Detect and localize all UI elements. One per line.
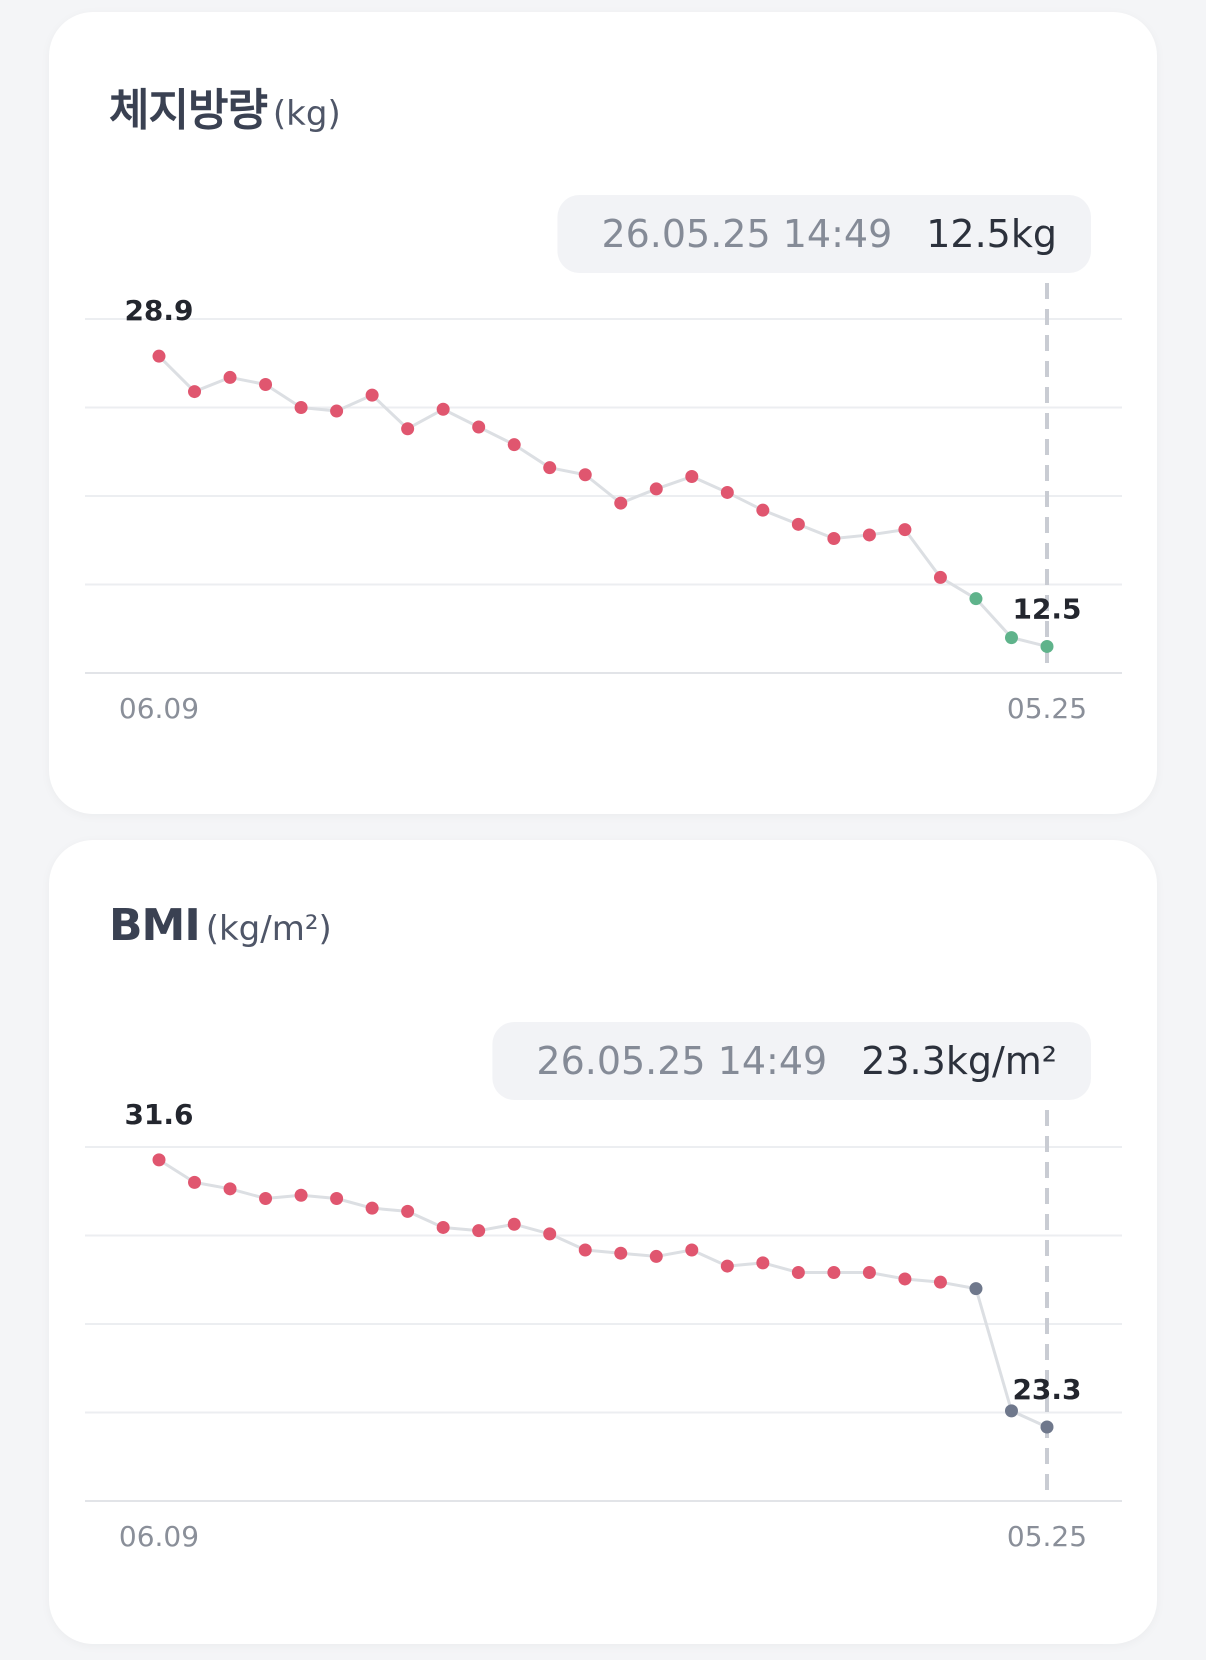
data-point[interactable]	[259, 1191, 273, 1205]
data-point[interactable]	[791, 517, 805, 531]
data-point[interactable]	[507, 438, 521, 452]
data-point[interactable]	[1040, 1420, 1054, 1434]
value-label: 28.9	[124, 294, 193, 327]
tooltip-datetime: 26.05.25 14:49	[601, 212, 892, 256]
tooltip-datetime: 26.05.25 14:49	[536, 1039, 827, 1083]
x-tick-label: 05.25	[1007, 692, 1087, 725]
data-point[interactable]	[756, 1256, 770, 1270]
data-point[interactable]	[152, 349, 166, 363]
data-point[interactable]	[578, 1243, 592, 1257]
data-point[interactable]	[685, 470, 699, 484]
data-point[interactable]	[862, 1266, 876, 1280]
data-point[interactable]	[188, 385, 202, 399]
data-point[interactable]	[685, 1243, 699, 1257]
card-title: BMI (kg/m²)	[109, 900, 332, 951]
body-fat-chart[interactable]: 28.9 12.5 06.09 05.25 12.5kg 26.05.25 14:49	[49, 12, 1157, 814]
data-point[interactable]	[472, 1224, 486, 1238]
data-point[interactable]	[330, 1191, 344, 1205]
data-point[interactable]	[259, 377, 273, 391]
data-point[interactable]	[898, 1272, 912, 1286]
tooltip-value: 12.5kg	[926, 212, 1057, 256]
data-point[interactable]	[720, 485, 734, 499]
data-point[interactable]	[365, 388, 379, 402]
data-point[interactable]	[862, 528, 876, 542]
data-point[interactable]	[188, 1175, 202, 1189]
data-point[interactable]	[969, 592, 983, 606]
data-point[interactable]	[223, 1182, 237, 1196]
data-point[interactable]	[720, 1259, 734, 1273]
data-point[interactable]	[223, 370, 237, 384]
data-point[interactable]	[969, 1282, 983, 1296]
value-label: 31.6	[124, 1098, 193, 1131]
data-point[interactable]	[827, 1266, 841, 1280]
data-point[interactable]	[756, 503, 770, 517]
data-point[interactable]	[365, 1201, 379, 1215]
value-label: 23.3	[1012, 1373, 1081, 1406]
data-point[interactable]	[543, 461, 557, 475]
data-point[interactable]	[294, 401, 308, 414]
x-tick-label: 05.25	[1007, 1520, 1087, 1553]
x-tick-label: 06.09	[119, 692, 199, 725]
data-point[interactable]	[649, 1249, 663, 1263]
tooltip: 12.5kg 26.05.25 14:49	[557, 195, 1091, 273]
data-point[interactable]	[294, 1188, 308, 1202]
series-line	[158, 1158, 1048, 1429]
card-title: 체지방량 (kg)	[109, 74, 341, 138]
data-point[interactable]	[472, 420, 486, 434]
chart-title: BMI	[109, 900, 201, 951]
bmi-chart[interactable]: 31.6 23.3 06.09 05.25 23.3kg/m² 26.05.25 14:4…	[49, 840, 1157, 1644]
data-point[interactable]	[152, 1153, 166, 1167]
data-point[interactable]	[614, 1246, 628, 1260]
data-point[interactable]	[791, 1266, 805, 1280]
data-point[interactable]	[614, 496, 628, 510]
data-point[interactable]	[933, 570, 947, 584]
data-point[interactable]	[401, 422, 415, 436]
data-point[interactable]	[933, 1275, 947, 1289]
data-point[interactable]	[507, 1217, 521, 1231]
data-point[interactable]	[436, 1220, 450, 1234]
value-label: 12.5	[1012, 592, 1081, 625]
data-point[interactable]	[827, 531, 841, 545]
chart-unit: (kg)	[272, 94, 341, 134]
tooltip-background	[492, 1022, 1091, 1100]
x-tick-label: 06.09	[119, 1520, 199, 1553]
data-point[interactable]	[543, 1227, 557, 1241]
tooltip-value: 23.3kg/m²	[861, 1039, 1057, 1083]
data-point[interactable]	[436, 402, 450, 416]
data-point[interactable]	[330, 404, 344, 418]
gridlines	[85, 1146, 1122, 1502]
data-point[interactable]	[649, 482, 663, 496]
chart-title: 체지방량	[109, 85, 268, 136]
data-point[interactable]	[1004, 631, 1018, 645]
tooltip-background	[557, 195, 1091, 273]
body-fat-card: 체지방량 (kg) 28.9 12.5 06.09 05.25 12.5kg 26.05.2…	[49, 12, 1157, 814]
gridlines	[85, 318, 1122, 674]
data-point[interactable]	[1040, 639, 1054, 653]
tooltip: 23.3kg/m² 26.05.25 14:49	[492, 1022, 1091, 1100]
data-point[interactable]	[401, 1204, 415, 1218]
chart-unit: (kg/m²)	[205, 909, 332, 949]
data-point[interactable]	[578, 468, 592, 482]
data-point[interactable]	[1004, 1404, 1018, 1418]
bmi-card: BMI (kg/m²) 31.6 23.3 06.09 05.25 23.3kg/m² 26…	[49, 840, 1157, 1644]
data-point[interactable]	[898, 523, 912, 537]
series-line	[157, 355, 1048, 648]
